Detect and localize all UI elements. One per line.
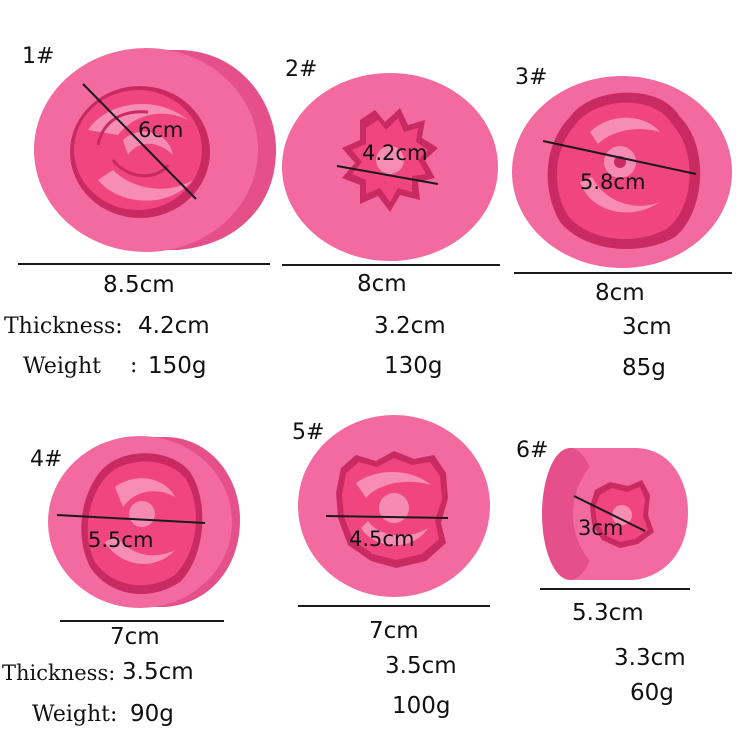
mold-4-cavity-line bbox=[56, 514, 206, 524]
mold-4-number: 4# bbox=[30, 447, 63, 472]
mold-3-diameter: 8cm bbox=[595, 280, 645, 306]
mold-1-weight: 150g bbox=[148, 353, 207, 379]
mold-4-diameter: 7cm bbox=[110, 624, 160, 650]
mold-2-cavity-line bbox=[336, 165, 439, 185]
mold-6-cavity-size: 3cm bbox=[578, 516, 624, 540]
mold-4-thickness: 3.5cm bbox=[122, 659, 194, 685]
thickness-label-bottom: Thickness: bbox=[2, 661, 116, 685]
mold-3-cavity-line bbox=[542, 140, 697, 175]
mold-3-image bbox=[512, 76, 732, 268]
mold-2-weight: 130g bbox=[384, 353, 443, 379]
mold-5-number: 5# bbox=[292, 420, 325, 445]
mold-6-number: 6# bbox=[516, 438, 549, 463]
mold-6-diameter: 5.3cm bbox=[572, 600, 644, 626]
mold-3-diameter-line bbox=[514, 272, 732, 274]
mold-1-cavity-size: 6cm bbox=[138, 118, 184, 142]
weight-label-top: Weight bbox=[23, 354, 101, 379]
weight-label-bottom: Weight: bbox=[32, 702, 118, 727]
mold-5-cavity-line bbox=[325, 515, 449, 519]
mold-6-image bbox=[542, 448, 688, 580]
mold-1-diameter-line bbox=[18, 263, 270, 265]
mold-2-thickness: 3.2cm bbox=[374, 313, 446, 339]
mold-4-image bbox=[48, 436, 240, 608]
mold-5-thickness: 3.5cm bbox=[385, 653, 457, 679]
mold-2-cavity-size: 4.2cm bbox=[362, 141, 428, 165]
mold-3-cavity-size: 5.8cm bbox=[580, 170, 646, 194]
mold-6-weight: 60g bbox=[630, 680, 674, 706]
mold-5-cavity-size: 4.5cm bbox=[349, 527, 415, 551]
mold-1-diameter: 8.5cm bbox=[103, 272, 175, 298]
mold-5-weight: 100g bbox=[392, 693, 451, 719]
mold-2-diameter: 8cm bbox=[357, 271, 407, 297]
mold-4-cavity-size: 5.5cm bbox=[88, 528, 154, 552]
mold-2-number: 2# bbox=[285, 57, 318, 82]
mold-5-diameter: 7cm bbox=[369, 618, 419, 644]
mold-5-image bbox=[298, 415, 490, 597]
mold-1-cavity-line bbox=[82, 83, 197, 200]
mold-6-diameter-line bbox=[540, 588, 690, 590]
mold-3-weight: 85g bbox=[622, 355, 666, 381]
mold-1-image bbox=[34, 48, 276, 252]
thickness-label-top: Thickness: bbox=[4, 314, 123, 339]
mold-1-number: 1# bbox=[22, 44, 55, 69]
mold-6-cavity-line bbox=[573, 495, 646, 532]
mold-6-thickness: 3.3cm bbox=[614, 645, 686, 671]
mold-3-thickness: 3cm bbox=[622, 314, 672, 340]
mold-2-diameter-line bbox=[282, 264, 500, 266]
mold-2-image bbox=[282, 73, 498, 261]
mold-1-thickness: 4.2cm bbox=[138, 313, 210, 339]
mold-5-diameter-line bbox=[298, 605, 490, 607]
mold-4-diameter-line bbox=[60, 620, 224, 622]
mold-3-number: 3# bbox=[515, 65, 548, 90]
weight-label-top-colon: : bbox=[130, 353, 138, 378]
mold-4-weight: 90g bbox=[130, 701, 174, 727]
